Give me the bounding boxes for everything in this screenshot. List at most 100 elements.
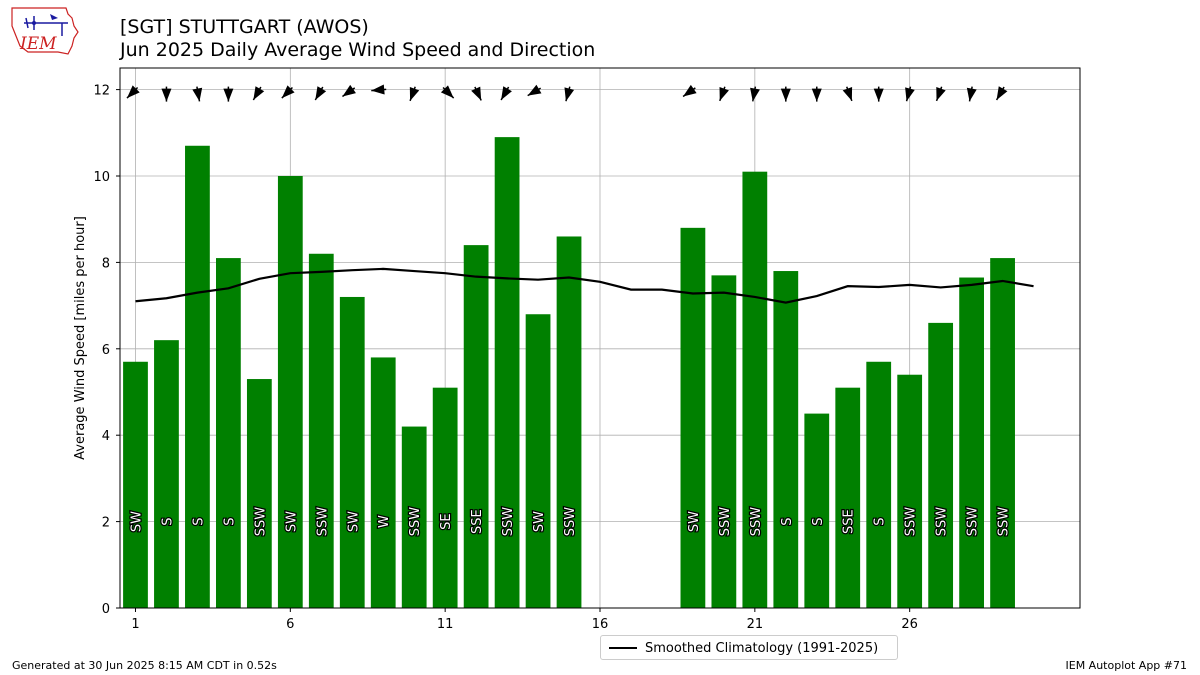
wind-arrow [314,86,327,101]
speed-bar [742,171,768,608]
speed-bar [401,426,427,608]
speed-bar [185,145,210,608]
wind-arrow [995,86,1008,101]
speed-bar [432,387,458,608]
speed-bar [463,245,489,608]
wind-arrow [440,85,455,99]
wind-arrow [281,85,295,99]
wind-arrow [564,86,575,102]
generated-timestamp: Generated at 30 Jun 2025 8:15 AM CDT in … [12,659,277,672]
direction-label: SSW [749,507,764,537]
speed-bar [928,322,954,608]
x-tick-label: 21 [747,617,764,632]
speed-bar [339,296,365,608]
y-tick-label: 6 [102,343,110,358]
direction-label: S [780,517,795,525]
direction-label: SW [687,511,702,532]
iem-logo: IEM [11,7,79,55]
wind-arrow [341,84,356,98]
wind-arrow [780,86,791,102]
legend-label: Smoothed Climatology (1991-2025) [645,641,879,656]
direction-label: SE [439,513,454,529]
speed-bar [370,357,396,608]
speed-bar [835,387,861,608]
direction-label: SSW [718,507,733,537]
bars [123,137,1015,609]
wind-arrow [126,85,140,99]
wind-arrow [935,86,946,102]
direction-label: SSW [966,507,981,537]
wind-arrow [873,86,884,102]
direction-label: SW [346,511,361,532]
x-tick-label: 6 [286,617,294,632]
direction-label: S [811,517,826,525]
speed-bar [711,275,737,608]
direction-label: W [377,515,392,528]
direction-label: SW [129,511,144,532]
direction-label: SSW [315,507,330,537]
y-tick-label: 0 [102,602,110,617]
app-label: IEM Autoplot App #71 [1065,659,1188,672]
direction-arrows [126,84,1008,102]
wind-arrow [192,86,203,102]
chart-subtitle: Jun 2025 Daily Average Wind Speed and Di… [120,39,596,61]
speed-bar [525,314,551,608]
direction-label: SW [532,511,547,532]
y-tick-label: 10 [93,170,110,185]
direction-label: SSW [253,507,268,537]
speed-bar [216,258,241,608]
wind-arrow [842,86,853,102]
x-tick-label: 1 [131,617,139,632]
direction-label: SSW [997,507,1012,537]
speed-bar [959,277,984,608]
direction-label: S [222,517,237,525]
direction-label: SSE [470,509,485,534]
wind-arrow [252,86,265,101]
speed-bar [154,340,179,608]
speed-bar [308,253,334,608]
climatology-series [135,267,1034,304]
direction-label: SSW [408,507,423,537]
speed-bar [804,413,830,608]
y-tick-label: 8 [102,256,110,271]
direction-label: SSE [842,509,857,534]
direction-label: SW [284,511,299,532]
direction-label: S [160,517,175,525]
legend-line-swatch [609,647,637,649]
speed-bar [773,271,799,608]
legend: Smoothed Climatology (1991-2025) [600,635,898,660]
wind-arrow [966,86,977,102]
wind-arrow [750,86,760,102]
wind-arrow [527,84,542,97]
y-axis-label: Average Wind Speed [miles per hour] [73,216,88,460]
direction-label: SSW [935,507,950,537]
wind-arrow [223,86,234,102]
x-tick-label: 26 [901,617,918,632]
climatology-line [135,267,1034,304]
y-tick-label: 4 [102,429,110,444]
direction-labels: SW S S S SSW SW SSW SW W SSW SE SSE SSW SW SSW SW SSW SSW… [128,506,1012,538]
wind-arrow [471,86,482,101]
speed-bar [990,258,1015,608]
y-tick-label: 12 [93,84,110,99]
direction-label: S [873,517,888,525]
direction-label: SSW [904,507,919,537]
x-tick-label: 11 [437,617,454,632]
speed-bar [556,236,582,609]
logo-text: IEM [19,34,57,54]
speed-bar [494,137,520,608]
x-tick-label: 16 [592,617,609,632]
direction-label: SSW [563,507,578,537]
speed-bar [897,374,923,608]
wind-arrow [905,86,915,102]
speed-bar [277,176,303,608]
speed-bar [866,361,892,608]
y-tick-label: 2 [102,516,110,531]
wind-arrow [500,86,512,101]
direction-label: S [191,517,206,525]
speed-bar [246,379,272,608]
chart-title: [SGT] STUTTGART (AWOS) [120,16,369,38]
wind-arrow [811,86,822,102]
